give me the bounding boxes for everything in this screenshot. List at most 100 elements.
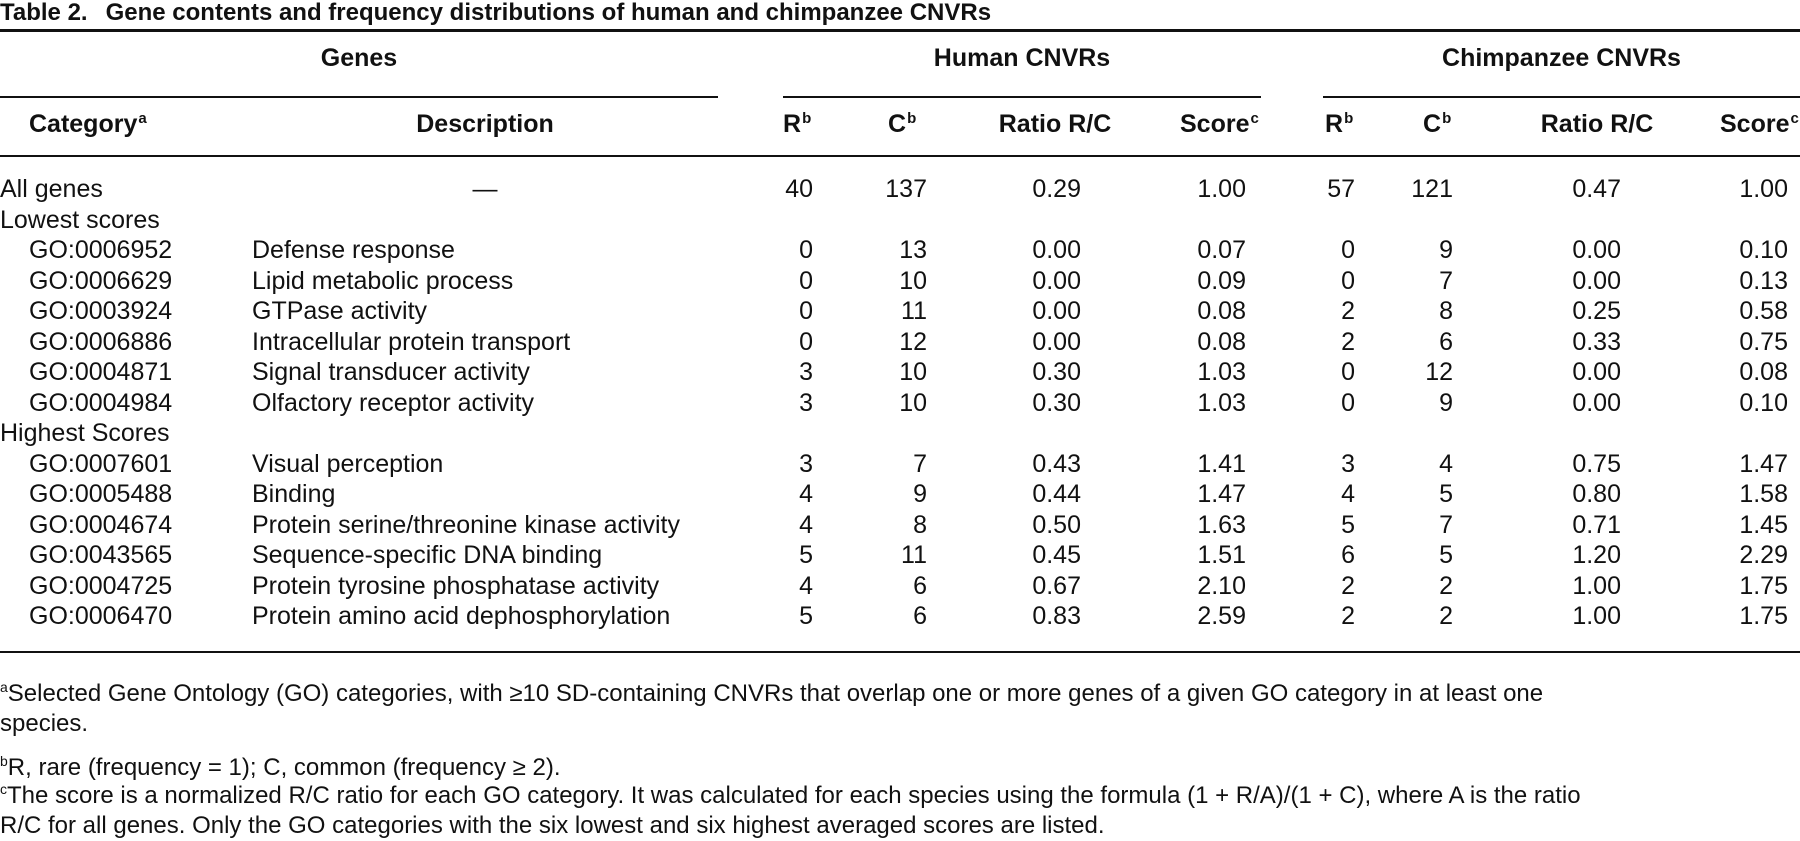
- chimp-c-cell: 4: [1439, 449, 1453, 478]
- chimp-r-cell: 6: [1341, 541, 1355, 569]
- table-row: GO:0006952 Defense response 0 13 0.00 0.07 0 9 0…: [0, 235, 1800, 265]
- human-ratio-cell: 0.00: [1032, 327, 1081, 356]
- chimp-r-cell: 2: [1341, 602, 1355, 630]
- human-score-cell: 1.51: [1197, 541, 1246, 569]
- table-row: GO:0006470 Protein amino acid dephosphory…: [0, 601, 1800, 631]
- chimp-r-cell: 2: [1341, 571, 1355, 600]
- chimp-c-cell: 9: [1439, 236, 1453, 264]
- category-cell: GO:0006952: [29, 236, 173, 264]
- footnote-mark: c: [0, 781, 7, 797]
- human-score-cell: 1.00: [1197, 175, 1246, 203]
- chimp-r-cell: 3: [1341, 449, 1355, 478]
- category-cell: GO:0006629: [29, 266, 173, 295]
- table-title: Table 2. Gene contents and frequency dist…: [0, 0, 991, 28]
- section-label: Highest Scores: [0, 419, 170, 447]
- chimp-r-cell: 5: [1341, 510, 1355, 539]
- chimp-score-cell: 1.75: [1739, 571, 1788, 600]
- footnote-text: species.: [0, 710, 89, 737]
- chimp-c-cell: 8: [1439, 297, 1453, 325]
- category-cell: GO:0006470: [29, 602, 173, 630]
- chimp-c-cell: 121: [1411, 175, 1453, 203]
- human-r-cell: 3: [799, 449, 813, 478]
- chimp-score-cell: 1.47: [1739, 449, 1788, 478]
- human-r-cell: 3: [799, 358, 813, 386]
- human-r-cell: 0: [799, 327, 813, 356]
- description-cell: Defense response: [252, 236, 455, 264]
- table-row: GO:0003924 GTPase activity 0 11 0.00 0.08 2 8 0.…: [0, 296, 1800, 326]
- human-r-cell: 4: [799, 510, 813, 539]
- human-score-cell: 1.03: [1197, 358, 1246, 386]
- table-row: GO:0004871 Signal transducer activity 3 10 0…: [0, 357, 1800, 387]
- chimp-c-cell: 7: [1439, 510, 1453, 539]
- human-c-cell: 8: [913, 510, 927, 539]
- human-ratio-cell: 0.00: [1032, 297, 1081, 325]
- description-cell: Protein amino acid dephosphorylation: [252, 602, 671, 630]
- human-c-cell: 11: [901, 541, 927, 569]
- chimp-ratio-cell: 0.00: [1572, 388, 1621, 417]
- footnote-c: cThe score is a normalized R/C ratio for…: [0, 774, 1800, 841]
- category-cell: GO:0007601: [29, 449, 173, 478]
- description-cell: Protein tyrosine phosphatase activity: [252, 571, 660, 600]
- description-cell: —: [472, 175, 498, 203]
- human-c-cell: 7: [913, 449, 927, 478]
- human-score-cell: 0.08: [1197, 327, 1246, 356]
- human-score-cell: 1.63: [1197, 510, 1246, 539]
- human-score-cell: 2.10: [1197, 571, 1246, 600]
- human-ratio-cell: 0.00: [1032, 236, 1081, 264]
- col-header-category: Categorya: [29, 110, 147, 138]
- table-title-text: Gene contents and frequency distribution…: [105, 0, 992, 26]
- table-label: Table 2.: [0, 0, 88, 26]
- chimp-c-cell: 5: [1439, 541, 1453, 569]
- chimp-c-cell: 2: [1439, 571, 1453, 600]
- section-row: Highest Scores: [0, 418, 1800, 448]
- footnote-mark: b: [0, 753, 8, 769]
- col-header-chimp-score: Scorec: [1720, 110, 1799, 138]
- human-r-cell: 40: [785, 175, 813, 203]
- description-cell: Olfactory receptor activity: [252, 388, 535, 417]
- chimp-score-cell: 1.45: [1739, 510, 1788, 539]
- human-c-cell: 13: [899, 236, 927, 264]
- chimp-r-cell: 0: [1341, 388, 1355, 417]
- description-cell: Protein serine/threonine kinase activity: [252, 510, 681, 539]
- human-c-cell: 10: [899, 388, 927, 417]
- human-r-cell: 5: [799, 541, 813, 569]
- group-header-genes: Genes: [320, 44, 398, 72]
- table-row: GO:0005488 Binding 4 9 0.44 1.47 4 5 0.80 1.58: [0, 479, 1800, 509]
- category-cell: GO:0006886: [29, 327, 173, 356]
- chimp-ratio-cell: 0.00: [1572, 266, 1621, 295]
- footnote-text: R, rare (frequency = 1); C, common (freq…: [7, 754, 561, 781]
- category-cell: GO:0004674: [29, 510, 173, 539]
- human-c-cell: 12: [899, 327, 927, 356]
- chimp-c-cell: 7: [1439, 266, 1453, 295]
- chimp-score-cell: 0.10: [1739, 236, 1788, 264]
- chimp-r-cell: 0: [1341, 358, 1355, 386]
- category-cell: GO:0004871: [29, 358, 173, 386]
- footnote-text: Selected Gene Ontology (GO) categories, …: [7, 680, 1544, 707]
- chimp-ratio-cell: 1.00: [1572, 571, 1621, 600]
- human-score-cell: 1.03: [1197, 388, 1246, 417]
- category-cell: All genes: [0, 175, 103, 203]
- chimp-ratio-cell: 0.75: [1572, 449, 1621, 478]
- human-r-cell: 0: [799, 297, 813, 325]
- chimp-r-cell: 0: [1341, 236, 1355, 264]
- header-rule: [0, 155, 1800, 157]
- category-cell: GO:0004725: [29, 571, 173, 600]
- group-header-human: Human CNVRs: [933, 44, 1111, 72]
- col-header-human-r: Rb: [783, 110, 812, 138]
- footnote-mark: a: [0, 679, 8, 695]
- human-c-cell: 6: [913, 571, 927, 600]
- human-ratio-cell: 0.30: [1032, 358, 1081, 386]
- description-cell: Sequence-specific DNA binding: [252, 541, 603, 569]
- chimp-c-cell: 9: [1439, 388, 1453, 417]
- section-row: Lowest scores: [0, 205, 1800, 235]
- chimp-ratio-cell: 0.71: [1572, 510, 1621, 539]
- chimp-score-cell: 0.58: [1739, 297, 1788, 325]
- col-header-chimp-r: Rb: [1325, 110, 1354, 138]
- human-ratio-cell: 0.29: [1032, 175, 1081, 203]
- human-score-cell: 0.08: [1197, 297, 1246, 325]
- chimp-ratio-cell: 1.20: [1572, 541, 1621, 569]
- chimp-r-cell: 2: [1341, 297, 1355, 325]
- human-r-cell: 4: [799, 571, 813, 600]
- chimp-ratio-cell: 0.25: [1572, 297, 1621, 325]
- col-header-description: Description: [416, 110, 554, 138]
